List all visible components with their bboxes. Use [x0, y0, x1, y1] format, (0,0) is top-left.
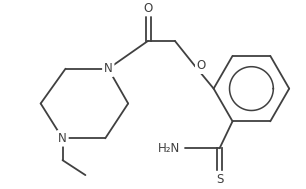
Text: S: S	[216, 173, 223, 186]
Text: H₂N: H₂N	[158, 142, 180, 155]
Text: N: N	[58, 132, 67, 145]
Text: O: O	[197, 59, 206, 72]
Text: N: N	[104, 62, 113, 75]
Text: O: O	[144, 2, 153, 15]
